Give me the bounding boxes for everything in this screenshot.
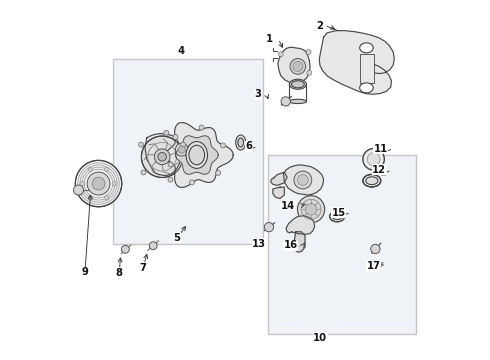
Ellipse shape (332, 213, 342, 220)
Ellipse shape (360, 83, 373, 93)
Polygon shape (145, 134, 181, 176)
Circle shape (264, 222, 273, 232)
Polygon shape (284, 165, 323, 195)
Polygon shape (294, 232, 305, 252)
Polygon shape (166, 123, 233, 188)
Text: 1: 1 (266, 34, 273, 44)
Ellipse shape (366, 177, 378, 185)
Text: 17: 17 (367, 261, 381, 271)
Text: 2: 2 (317, 21, 323, 31)
Circle shape (178, 146, 185, 153)
Polygon shape (273, 187, 284, 199)
Circle shape (154, 149, 170, 165)
Circle shape (301, 199, 321, 219)
Text: 3: 3 (254, 89, 261, 99)
Text: 15: 15 (332, 208, 346, 218)
Circle shape (142, 136, 183, 177)
Circle shape (139, 142, 144, 147)
Circle shape (168, 162, 173, 167)
Bar (360, 54, 374, 83)
Circle shape (158, 153, 167, 161)
Circle shape (290, 59, 306, 74)
Text: 16: 16 (284, 240, 298, 250)
Circle shape (80, 181, 84, 186)
Ellipse shape (292, 81, 304, 88)
Circle shape (88, 195, 93, 200)
Polygon shape (319, 31, 394, 94)
Circle shape (293, 62, 303, 71)
Circle shape (168, 177, 173, 182)
Circle shape (113, 181, 117, 186)
Circle shape (294, 171, 312, 189)
Text: 13: 13 (252, 239, 266, 249)
Circle shape (92, 177, 105, 190)
Circle shape (190, 180, 195, 185)
Text: 11: 11 (374, 144, 388, 154)
Circle shape (75, 160, 122, 207)
Ellipse shape (289, 79, 306, 89)
Text: 8: 8 (116, 268, 123, 278)
Ellipse shape (289, 99, 306, 104)
Circle shape (149, 242, 157, 249)
Circle shape (371, 244, 380, 253)
Ellipse shape (330, 211, 344, 222)
Bar (113, 59, 263, 244)
Text: 5: 5 (173, 233, 181, 243)
Ellipse shape (363, 175, 381, 187)
Polygon shape (270, 172, 287, 185)
Circle shape (141, 170, 146, 175)
Circle shape (104, 195, 109, 200)
Circle shape (281, 97, 291, 106)
Circle shape (199, 125, 204, 130)
Circle shape (220, 143, 225, 148)
Text: 12: 12 (372, 165, 386, 175)
Polygon shape (278, 47, 310, 84)
Circle shape (307, 70, 312, 75)
Circle shape (88, 167, 93, 171)
Ellipse shape (238, 138, 244, 147)
Circle shape (216, 170, 220, 175)
Text: 6: 6 (245, 141, 252, 151)
Ellipse shape (186, 141, 207, 168)
Circle shape (181, 142, 186, 147)
Circle shape (297, 175, 308, 185)
Circle shape (297, 196, 325, 223)
Polygon shape (286, 216, 315, 234)
Text: 14: 14 (281, 201, 295, 211)
Bar (268, 155, 416, 334)
Circle shape (363, 149, 384, 170)
Text: 10: 10 (313, 333, 327, 343)
Circle shape (278, 52, 283, 57)
Ellipse shape (189, 145, 205, 165)
Circle shape (173, 135, 178, 140)
Circle shape (305, 203, 317, 215)
Circle shape (367, 153, 380, 166)
Circle shape (104, 167, 109, 171)
Circle shape (74, 185, 83, 195)
Text: 9: 9 (81, 267, 88, 277)
Circle shape (306, 50, 311, 55)
Circle shape (175, 143, 188, 156)
Circle shape (164, 130, 169, 135)
Ellipse shape (360, 43, 373, 53)
Text: 4: 4 (177, 46, 184, 56)
Ellipse shape (236, 135, 245, 150)
Polygon shape (175, 136, 218, 174)
Circle shape (122, 246, 129, 253)
Text: 7: 7 (140, 262, 147, 273)
Circle shape (87, 172, 110, 195)
